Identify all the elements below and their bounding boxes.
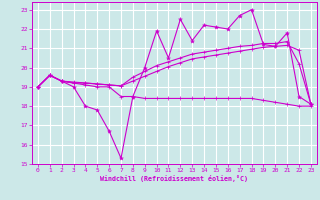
X-axis label: Windchill (Refroidissement éolien,°C): Windchill (Refroidissement éolien,°C)	[100, 175, 248, 182]
